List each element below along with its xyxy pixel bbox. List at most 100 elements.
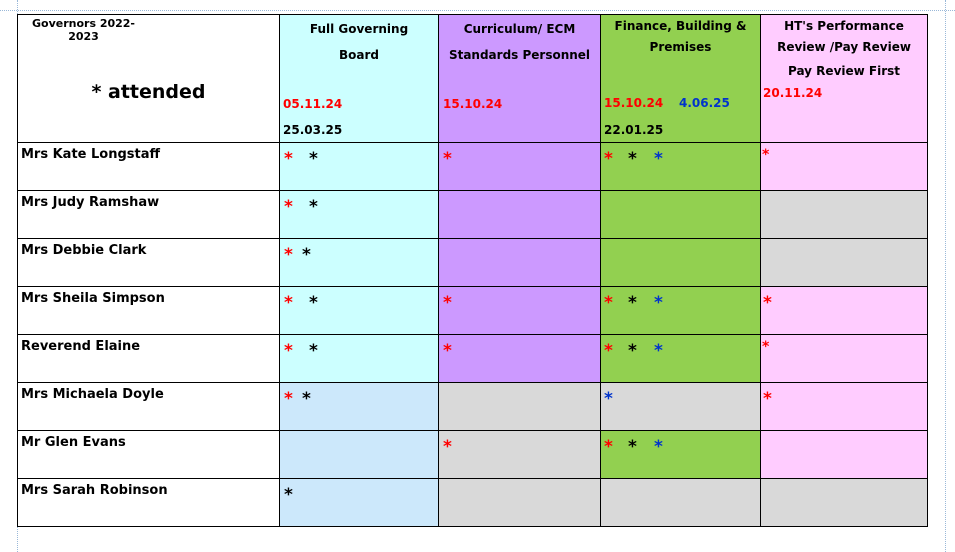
fgb-attendance-cell: * *: [279, 334, 439, 383]
curriculum-attendance-cell: *: [438, 430, 601, 479]
ht-attendance-cell: *: [760, 142, 928, 191]
governor-name: Mrs Sarah Robinson: [21, 483, 168, 498]
attended-mark: *: [654, 341, 663, 361]
fgb-attendance-cell: * *: [279, 142, 439, 191]
attended-mark: *: [443, 149, 452, 169]
table-row: Mrs Sheila Simpson * * * * * * *: [17, 286, 928, 335]
fgb-attendance-cell: [279, 430, 439, 479]
fgb-title-line1: Full Governing: [309, 22, 409, 36]
governor-name: Reverend Elaine: [21, 339, 141, 354]
attended-mark: *: [654, 149, 663, 169]
attended-mark: *: [302, 245, 311, 265]
header-curriculum-cell: Curriculum/ ECM Standards Personnel 15.1…: [438, 14, 601, 143]
attended-mark: *: [628, 437, 637, 457]
governor-name: Mrs Debbie Clark: [21, 243, 147, 258]
ht-attendance-cell: [760, 430, 928, 479]
fgb-attendance-cell: * *: [279, 238, 439, 287]
governor-name-cell: Mrs Sarah Robinson: [17, 478, 280, 527]
ht-date-1: 20.11.24: [763, 86, 823, 100]
attended-mark: *: [628, 149, 637, 169]
ht-title-line3: Pay Review First: [787, 64, 901, 78]
attended-mark: *: [309, 341, 318, 361]
attended-mark: *: [302, 389, 311, 409]
governor-name-cell: Mrs Judy Ramshaw: [17, 190, 280, 239]
curriculum-attendance-cell: [438, 238, 601, 287]
attended-mark: *: [763, 389, 772, 409]
table-row: Mrs Sarah Robinson *: [17, 478, 928, 527]
finance-date-2: 4.06.25: [679, 96, 730, 110]
finance-title-line1: Finance, Building &: [614, 19, 747, 33]
governor-name-cell: Mrs Sheila Simpson: [17, 286, 280, 335]
curriculum-attendance-cell: [438, 190, 601, 239]
page-guide-right: [945, 0, 946, 552]
finance-attendance-cell: * * *: [600, 334, 761, 383]
attended-mark: *: [604, 389, 613, 409]
governor-name-cell: Mr Glen Evans: [17, 430, 280, 479]
table-row: Reverend Elaine * * * * * * *: [17, 334, 928, 383]
finance-attendance-cell: [600, 238, 761, 287]
governor-name-cell: Mrs Kate Longstaff: [17, 142, 280, 191]
ht-attendance-cell: *: [760, 382, 928, 431]
attended-mark: *: [604, 341, 613, 361]
attended-mark: *: [284, 197, 293, 217]
attended-mark: *: [763, 293, 772, 313]
finance-date-1: 15.10.24: [604, 96, 664, 110]
attended-mark: *: [604, 437, 613, 457]
governor-name-cell: Reverend Elaine: [17, 334, 280, 383]
governor-name: Mr Glen Evans: [21, 435, 126, 450]
table-row: Mrs Debbie Clark * *: [17, 238, 928, 287]
attended-mark: *: [309, 197, 318, 217]
governor-name: Mrs Sheila Simpson: [21, 291, 165, 306]
finance-attendance-cell: [600, 478, 761, 527]
attended-mark: *: [762, 339, 770, 355]
ht-title-line1: HT's Performance: [784, 19, 904, 33]
ht-attendance-cell: *: [760, 334, 928, 383]
ht-attendance-cell: *: [760, 286, 928, 335]
attended-mark: *: [284, 389, 293, 409]
header-ht-cell: HT's Performance Review /Pay Review Pay …: [760, 14, 928, 143]
fgb-attendance-cell: * *: [279, 190, 439, 239]
finance-title-line2: Premises: [649, 40, 712, 54]
finance-date-3: 22.01.25: [604, 123, 664, 137]
curriculum-attendance-cell: [438, 478, 601, 527]
page-guide-top: [0, 10, 955, 11]
table-row: Mrs Kate Longstaff * * * * * * *: [17, 142, 928, 191]
attended-mark: *: [284, 149, 293, 169]
header-finance-cell: Finance, Building & Premises 15.10.24 4.…: [600, 14, 761, 143]
governor-name: Mrs Kate Longstaff: [21, 147, 161, 162]
curriculum-title-line1: Curriculum/ ECM: [463, 22, 576, 36]
attended-mark: *: [443, 341, 452, 361]
ht-title-line2: Review /Pay Review: [777, 40, 911, 54]
ht-attendance-cell: [760, 190, 928, 239]
header-fgb-cell: Full Governing Board 05.11.24 25.03.25: [279, 14, 439, 143]
governor-name: Mrs Michaela Doyle: [21, 387, 164, 402]
finance-attendance-cell: [600, 190, 761, 239]
attended-mark: *: [762, 147, 770, 163]
attended-mark: *: [604, 293, 613, 313]
finance-attendance-cell: *: [600, 382, 761, 431]
attended-mark: *: [309, 149, 318, 169]
attended-mark: *: [604, 149, 613, 169]
finance-attendance-cell: * * *: [600, 286, 761, 335]
fgb-attendance-cell: * *: [279, 382, 439, 431]
curriculum-title-line2: Standards Personnel: [448, 48, 591, 62]
governor-name-cell: Mrs Debbie Clark: [17, 238, 280, 287]
finance-attendance-cell: * * *: [600, 142, 761, 191]
fgb-attendance-cell: * *: [279, 286, 439, 335]
curriculum-attendance-cell: *: [438, 142, 601, 191]
ht-attendance-cell: [760, 238, 928, 287]
attendance-table: Governors 2022-2023 * attended Full Gove…: [17, 14, 928, 527]
governors-year-label: Governors 2022-2023: [31, 17, 135, 43]
curriculum-attendance-cell: *: [438, 334, 601, 383]
curriculum-attendance-cell: *: [438, 286, 601, 335]
finance-attendance-cell: * * *: [600, 430, 761, 479]
fgb-date-1: 05.11.24: [283, 97, 343, 111]
attended-mark: *: [654, 293, 663, 313]
fgb-date-2: 25.03.25: [283, 123, 343, 137]
attended-mark: *: [309, 293, 318, 313]
attended-mark: *: [443, 437, 452, 457]
fgb-title-line2: Board: [339, 48, 379, 62]
attended-mark: *: [628, 341, 637, 361]
attended-mark: *: [628, 293, 637, 313]
fgb-attendance-cell: *: [279, 478, 439, 527]
